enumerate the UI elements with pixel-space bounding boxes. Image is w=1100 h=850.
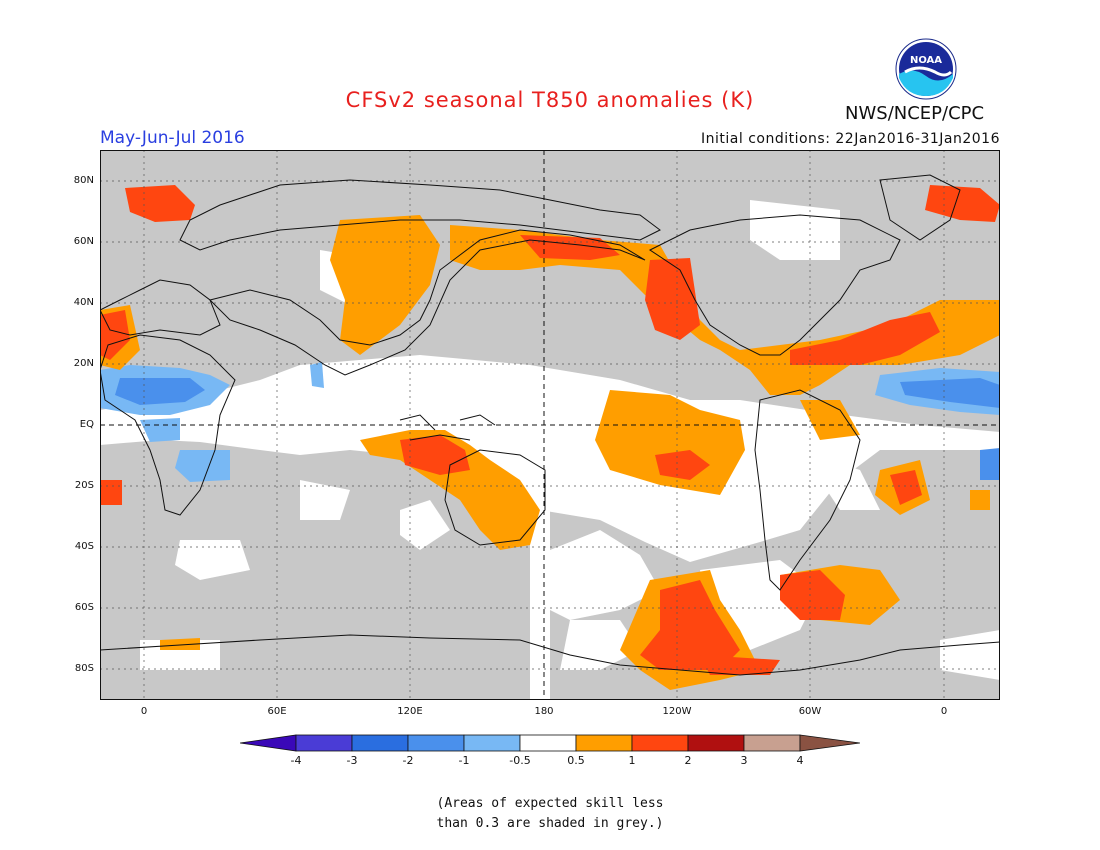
lat-label: 40S [74, 541, 94, 552]
footnote: (Areas of expected skill less than 0.3 a… [0, 794, 1100, 834]
season-label: May-Jun-Jul 2016 [100, 128, 245, 148]
lat-label: 40N [73, 297, 94, 308]
colorbar-swatch [519, 734, 577, 752]
lat-label: 80S [74, 663, 94, 674]
lat-label: 20S [74, 480, 94, 491]
footnote-line-2: than 0.3 are shaded in grey.) [436, 816, 664, 831]
lat-label: 80N [73, 175, 94, 186]
colorbar [240, 734, 860, 752]
anomaly-map [100, 150, 1000, 700]
colorbar-swatch [351, 734, 409, 752]
colorbar-swatch [743, 734, 801, 752]
colorbar-label: -4 [290, 754, 302, 767]
colorbar-swatch [799, 734, 860, 752]
colorbar-swatch [407, 734, 465, 752]
lon-label: 120E [397, 706, 423, 717]
agency-label: NWS/NCEP/CPC [845, 103, 985, 124]
colorbar-swatch [687, 734, 745, 752]
colorbar-label: 3 [740, 754, 748, 767]
colorbar-label: 2 [684, 754, 692, 767]
lon-label: 60E [267, 706, 287, 717]
red-regions [100, 185, 1000, 675]
blue-regions [100, 362, 1000, 482]
svg-text:NOAA: NOAA [910, 55, 942, 66]
lat-label: 20N [73, 358, 94, 369]
colorbar-label: -1 [458, 754, 470, 767]
lon-label: 120W [662, 706, 692, 717]
colorbar-swatch [631, 734, 689, 752]
colorbar-label: -2 [402, 754, 414, 767]
lon-label: 60W [798, 706, 822, 717]
lat-label: 60S [74, 602, 94, 613]
colorbar-swatch [463, 734, 521, 752]
colorbar-label: 4 [796, 754, 804, 767]
lon-label: 180 [534, 706, 554, 717]
colorbar-label: 1 [628, 754, 636, 767]
colorbar-swatch [295, 734, 353, 752]
lon-label: 0 [140, 706, 148, 717]
lat-label: EQ [79, 419, 94, 430]
initial-conditions: Initial conditions: 22Jan2016-31Jan2016 [701, 131, 1000, 147]
footnote-line-1: (Areas of expected skill less [436, 796, 664, 811]
colorbar-label: -3 [346, 754, 358, 767]
noaa-logo-icon: NOAA [895, 38, 957, 100]
colorbar-swatch [575, 734, 633, 752]
map-title: CFSv2 seasonal T850 anomalies (K) [345, 88, 755, 112]
coastlines [100, 174, 1000, 676]
colorbar-label: 0.5 [567, 754, 585, 767]
colorbar-label: -0.5 [509, 754, 531, 767]
lon-label: 0 [940, 706, 948, 717]
colorbar-swatch [240, 734, 297, 752]
lat-label: 60N [73, 236, 94, 247]
